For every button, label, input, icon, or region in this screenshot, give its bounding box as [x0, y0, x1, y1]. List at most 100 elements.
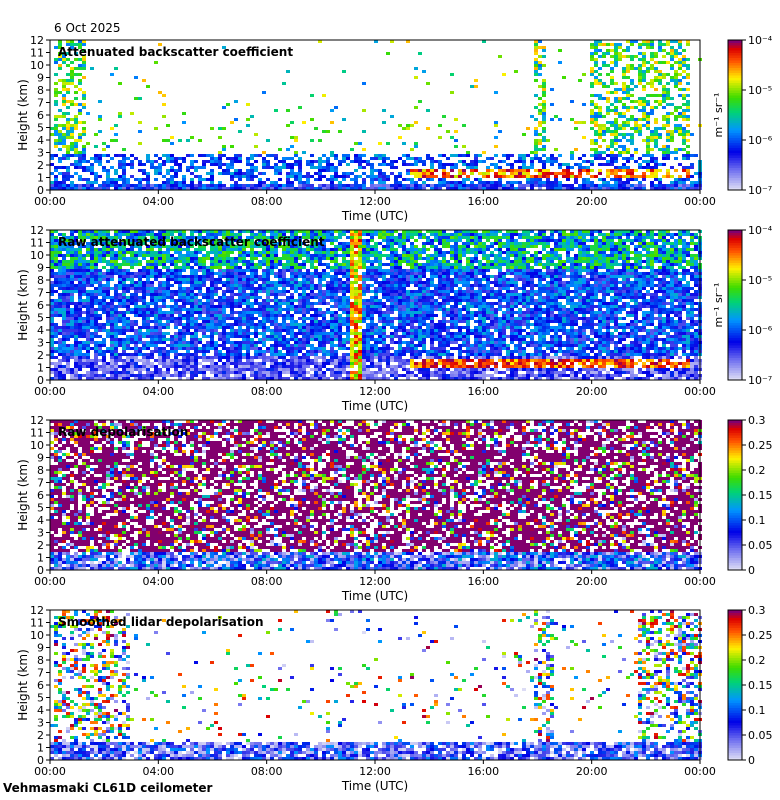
x-tick-label: 08:00	[251, 575, 283, 588]
colorbar-segment	[728, 512, 742, 516]
colorbar-segment	[728, 92, 742, 96]
y-tick-label: 3	[37, 147, 44, 160]
y-tick-label: 0	[37, 184, 44, 197]
colorbar-segment	[728, 742, 742, 746]
colorbar-segment	[728, 680, 742, 683]
x-tick-label: 04:00	[142, 575, 174, 588]
colorbar-segment	[728, 95, 742, 98]
colorbar-segment	[728, 420, 742, 423]
colorbar-segment	[728, 130, 742, 133]
colorbar-segment	[728, 455, 742, 458]
colorbar-segment	[728, 375, 742, 378]
colorbar-segment	[728, 230, 742, 233]
colorbar-segment	[728, 250, 742, 253]
y-tick-label: 10	[30, 439, 44, 452]
y-tick-label: 5	[37, 502, 44, 515]
colorbar-segment	[728, 520, 742, 523]
colorbar-segment	[728, 332, 742, 336]
colorbar-unit-label: m⁻¹ sr⁻¹	[712, 93, 725, 138]
colorbar-segment	[728, 297, 742, 301]
y-tick-label: 9	[37, 642, 44, 655]
colorbar-segment	[728, 517, 742, 521]
x-axis-label: Time (UTC)	[341, 589, 408, 603]
colorbar-segment	[728, 660, 742, 663]
y-axis-label: Height (km)	[16, 649, 30, 720]
colorbar-segment	[728, 240, 742, 243]
y-tick-label: 12	[30, 604, 44, 617]
colorbar-segment	[728, 150, 742, 153]
x-tick-label: 16:00	[467, 195, 499, 208]
colorbar-segment	[728, 642, 742, 646]
colorbar-segment	[728, 635, 742, 638]
colorbar-segment	[728, 755, 742, 758]
y-tick-label: 9	[37, 262, 44, 275]
colorbar-frame	[727, 39, 743, 191]
colorbar-segment	[728, 85, 742, 88]
colorbar-segment	[728, 735, 742, 738]
panel-title: Attenuated backscatter coefficient	[58, 45, 293, 59]
colorbar-segment	[728, 530, 742, 533]
colorbar-segment	[728, 340, 742, 343]
colorbar-segment	[728, 627, 742, 631]
colorbar-segment	[728, 255, 742, 258]
y-tick-label: 6	[37, 489, 44, 502]
y-tick-label: 9	[37, 72, 44, 85]
colorbar-segment	[728, 750, 742, 753]
colorbar-segment	[728, 685, 742, 688]
colorbar-segment	[728, 265, 742, 268]
colorbar-segment	[728, 310, 742, 313]
colorbar-segment	[728, 522, 742, 526]
y-tick-label: 8	[37, 654, 44, 667]
y-tick-label: 0	[37, 564, 44, 577]
y-tick-label: 6	[37, 299, 44, 312]
colorbar-segment	[728, 652, 742, 656]
colorbar-segment	[728, 715, 742, 718]
colorbar-tick-label: 10⁻⁵	[748, 84, 772, 97]
y-tick-label: 3	[37, 527, 44, 540]
colorbar-segment	[728, 537, 742, 541]
heatmap-field	[50, 40, 702, 190]
colorbar-segment	[728, 347, 742, 351]
y-tick-label: 9	[37, 452, 44, 465]
colorbar-segment	[728, 667, 742, 671]
x-axis-label: Time (UTC)	[341, 399, 408, 413]
colorbar-segment	[728, 480, 742, 483]
colorbar: 10⁻⁷ 10⁻⁶ 10⁻⁵ 10⁻⁴ m⁻¹ sr⁻¹	[712, 224, 773, 387]
colorbar-segment	[728, 725, 742, 728]
colorbar-segment	[728, 165, 742, 168]
colorbar-segment	[728, 87, 742, 91]
x-tick-label: 12:00	[359, 575, 391, 588]
colorbar-segment	[728, 467, 742, 471]
colorbar-segment	[728, 97, 742, 101]
colorbar-segment	[728, 110, 742, 113]
colorbar-segment	[728, 665, 742, 668]
colorbar-segment	[728, 440, 742, 443]
y-axis-label: Height (km)	[16, 269, 30, 340]
colorbar-segment	[728, 172, 742, 176]
y-tick-label: 8	[37, 274, 44, 287]
colorbar-segment	[728, 342, 742, 346]
y-tick-label: 7	[37, 97, 44, 110]
colorbar-segment	[728, 125, 742, 128]
colorbar-segment	[728, 182, 742, 186]
colorbar-segment	[728, 562, 742, 566]
colorbar-segment	[728, 117, 742, 121]
y-axis-label: Height (km)	[16, 459, 30, 530]
colorbar-segment	[728, 747, 742, 751]
colorbar-segment	[728, 560, 742, 563]
colorbar-segment	[728, 127, 742, 131]
y-tick-label: 1	[37, 172, 44, 185]
colorbar-segment	[728, 435, 742, 438]
colorbar-segment	[728, 287, 742, 291]
colorbar-segment	[728, 362, 742, 366]
colorbar-segment	[728, 242, 742, 246]
colorbar-segment	[728, 555, 742, 558]
colorbar-segment	[728, 630, 742, 633]
instrument-label: Vehmasmaki CL61D ceilometer	[3, 781, 213, 795]
colorbar-segment	[728, 495, 742, 498]
x-tick-label: 20:00	[576, 195, 608, 208]
colorbar-segment	[728, 452, 742, 456]
colorbar-tick-label: 0.2	[748, 464, 766, 477]
panel-title: Raw depolarisation	[58, 425, 188, 439]
